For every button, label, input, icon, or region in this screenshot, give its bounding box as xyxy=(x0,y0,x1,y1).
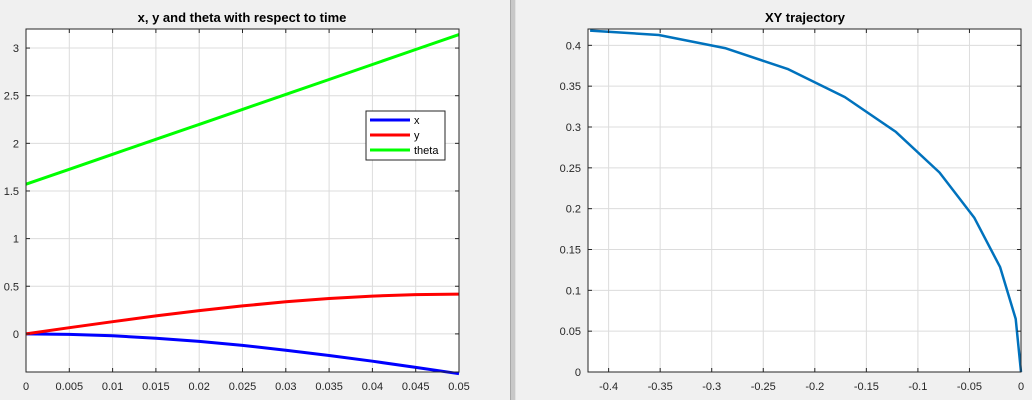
time-plot-xtick-label: 0.05 xyxy=(448,381,469,393)
xy-plot-title: XY trajectory xyxy=(765,10,846,25)
xy-plot-xtick-label: -0.3 xyxy=(702,381,721,393)
time-plot-xtick-label: 0.01 xyxy=(102,381,123,393)
legend-x-label: x xyxy=(414,115,420,127)
time-plot-ytick-label: 2.5 xyxy=(4,91,19,103)
time-plot-ytick-label: 3 xyxy=(13,43,19,55)
time-plot-xtick-label: 0.045 xyxy=(402,381,430,393)
xy-plot-ytick-label: 0.35 xyxy=(560,81,581,93)
xy-plot-xtick-label: -0.4 xyxy=(599,381,618,393)
xy-plot-area xyxy=(588,29,1021,372)
xy-plot-ytick-label: 0.2 xyxy=(566,204,581,216)
legend[interactable]: x y theta xyxy=(365,110,446,161)
time-plot-lines xyxy=(25,33,460,376)
xy-plot-xtick-label: -0.1 xyxy=(908,381,927,393)
time-plot-xtick-label: 0.005 xyxy=(56,381,84,393)
time-plot-ytick-label: 0.5 xyxy=(4,281,19,293)
xy-plot-xtick-label: -0.05 xyxy=(957,381,982,393)
series-theta-line xyxy=(25,33,460,186)
time-plot-ytick-label: 1.5 xyxy=(4,186,19,198)
time-plot-xtick-label: 0.015 xyxy=(142,381,170,393)
time-plot-ytick-label: 0 xyxy=(13,329,19,341)
xy-plot: -0.4 -0.35 -0.3 -0.25 -0.2 -0.15 -0.1 -0.05 0 0 0.… xyxy=(560,10,1024,393)
time-plot-xtick-label: 0.03 xyxy=(275,381,296,393)
time-plot-ticks: 0 0.005 0.01 0.015 0.02 0.025 0.03 0.035 0.04 0.0… xyxy=(4,29,470,393)
xy-plot-xtick-label: -0.25 xyxy=(751,381,776,393)
series-x-line xyxy=(25,332,460,376)
time-plot-title: x, y and theta with respect to time xyxy=(138,10,347,25)
xy-plot-ytick-label: 0.15 xyxy=(560,245,581,257)
xy-plot-xtick-label: -0.2 xyxy=(805,381,824,393)
time-plot-xtick-label: 0.025 xyxy=(229,381,257,393)
time-plot-ytick-label: 1 xyxy=(13,234,19,246)
panel-divider[interactable] xyxy=(510,0,516,400)
xy-plot-ytick-label: 0.3 xyxy=(566,122,581,134)
xy-plot-ytick-label: 0.05 xyxy=(560,326,581,338)
xy-plot-xtick-label: -0.15 xyxy=(854,381,879,393)
xy-plot-xtick-label: 0 xyxy=(1018,381,1024,393)
trajectory-line xyxy=(590,29,1023,373)
xy-plot-lines xyxy=(590,29,1023,373)
legend-y-label: y xyxy=(414,130,420,142)
xy-plot-xtick-label: -0.35 xyxy=(648,381,673,393)
time-plot: 0 0.005 0.01 0.015 0.02 0.025 0.03 0.035 0.04 0.0… xyxy=(4,10,470,393)
xy-plot-ytick-label: 0.25 xyxy=(560,163,581,175)
time-plot-xtick-label: 0.035 xyxy=(315,381,343,393)
time-plot-ytick-label: 2 xyxy=(13,138,19,150)
xy-plot-frame xyxy=(587,28,1022,373)
xy-plot-ytick-label: 0 xyxy=(575,367,581,379)
time-plot-xtick-label: 0 xyxy=(23,381,29,393)
legend-theta-label: theta xyxy=(414,145,439,157)
time-plot-xtick-label: 0.02 xyxy=(188,381,209,393)
time-plot-xtick-label: 0.04 xyxy=(362,381,383,393)
xy-plot-ytick-label: 0.1 xyxy=(566,285,581,297)
xy-plot-ticks: -0.4 -0.35 -0.3 -0.25 -0.2 -0.15 -0.1 -0.05 0 0 0.… xyxy=(560,29,1024,393)
series-y-line xyxy=(25,292,460,336)
xy-plot-ytick-label: 0.4 xyxy=(566,40,581,52)
